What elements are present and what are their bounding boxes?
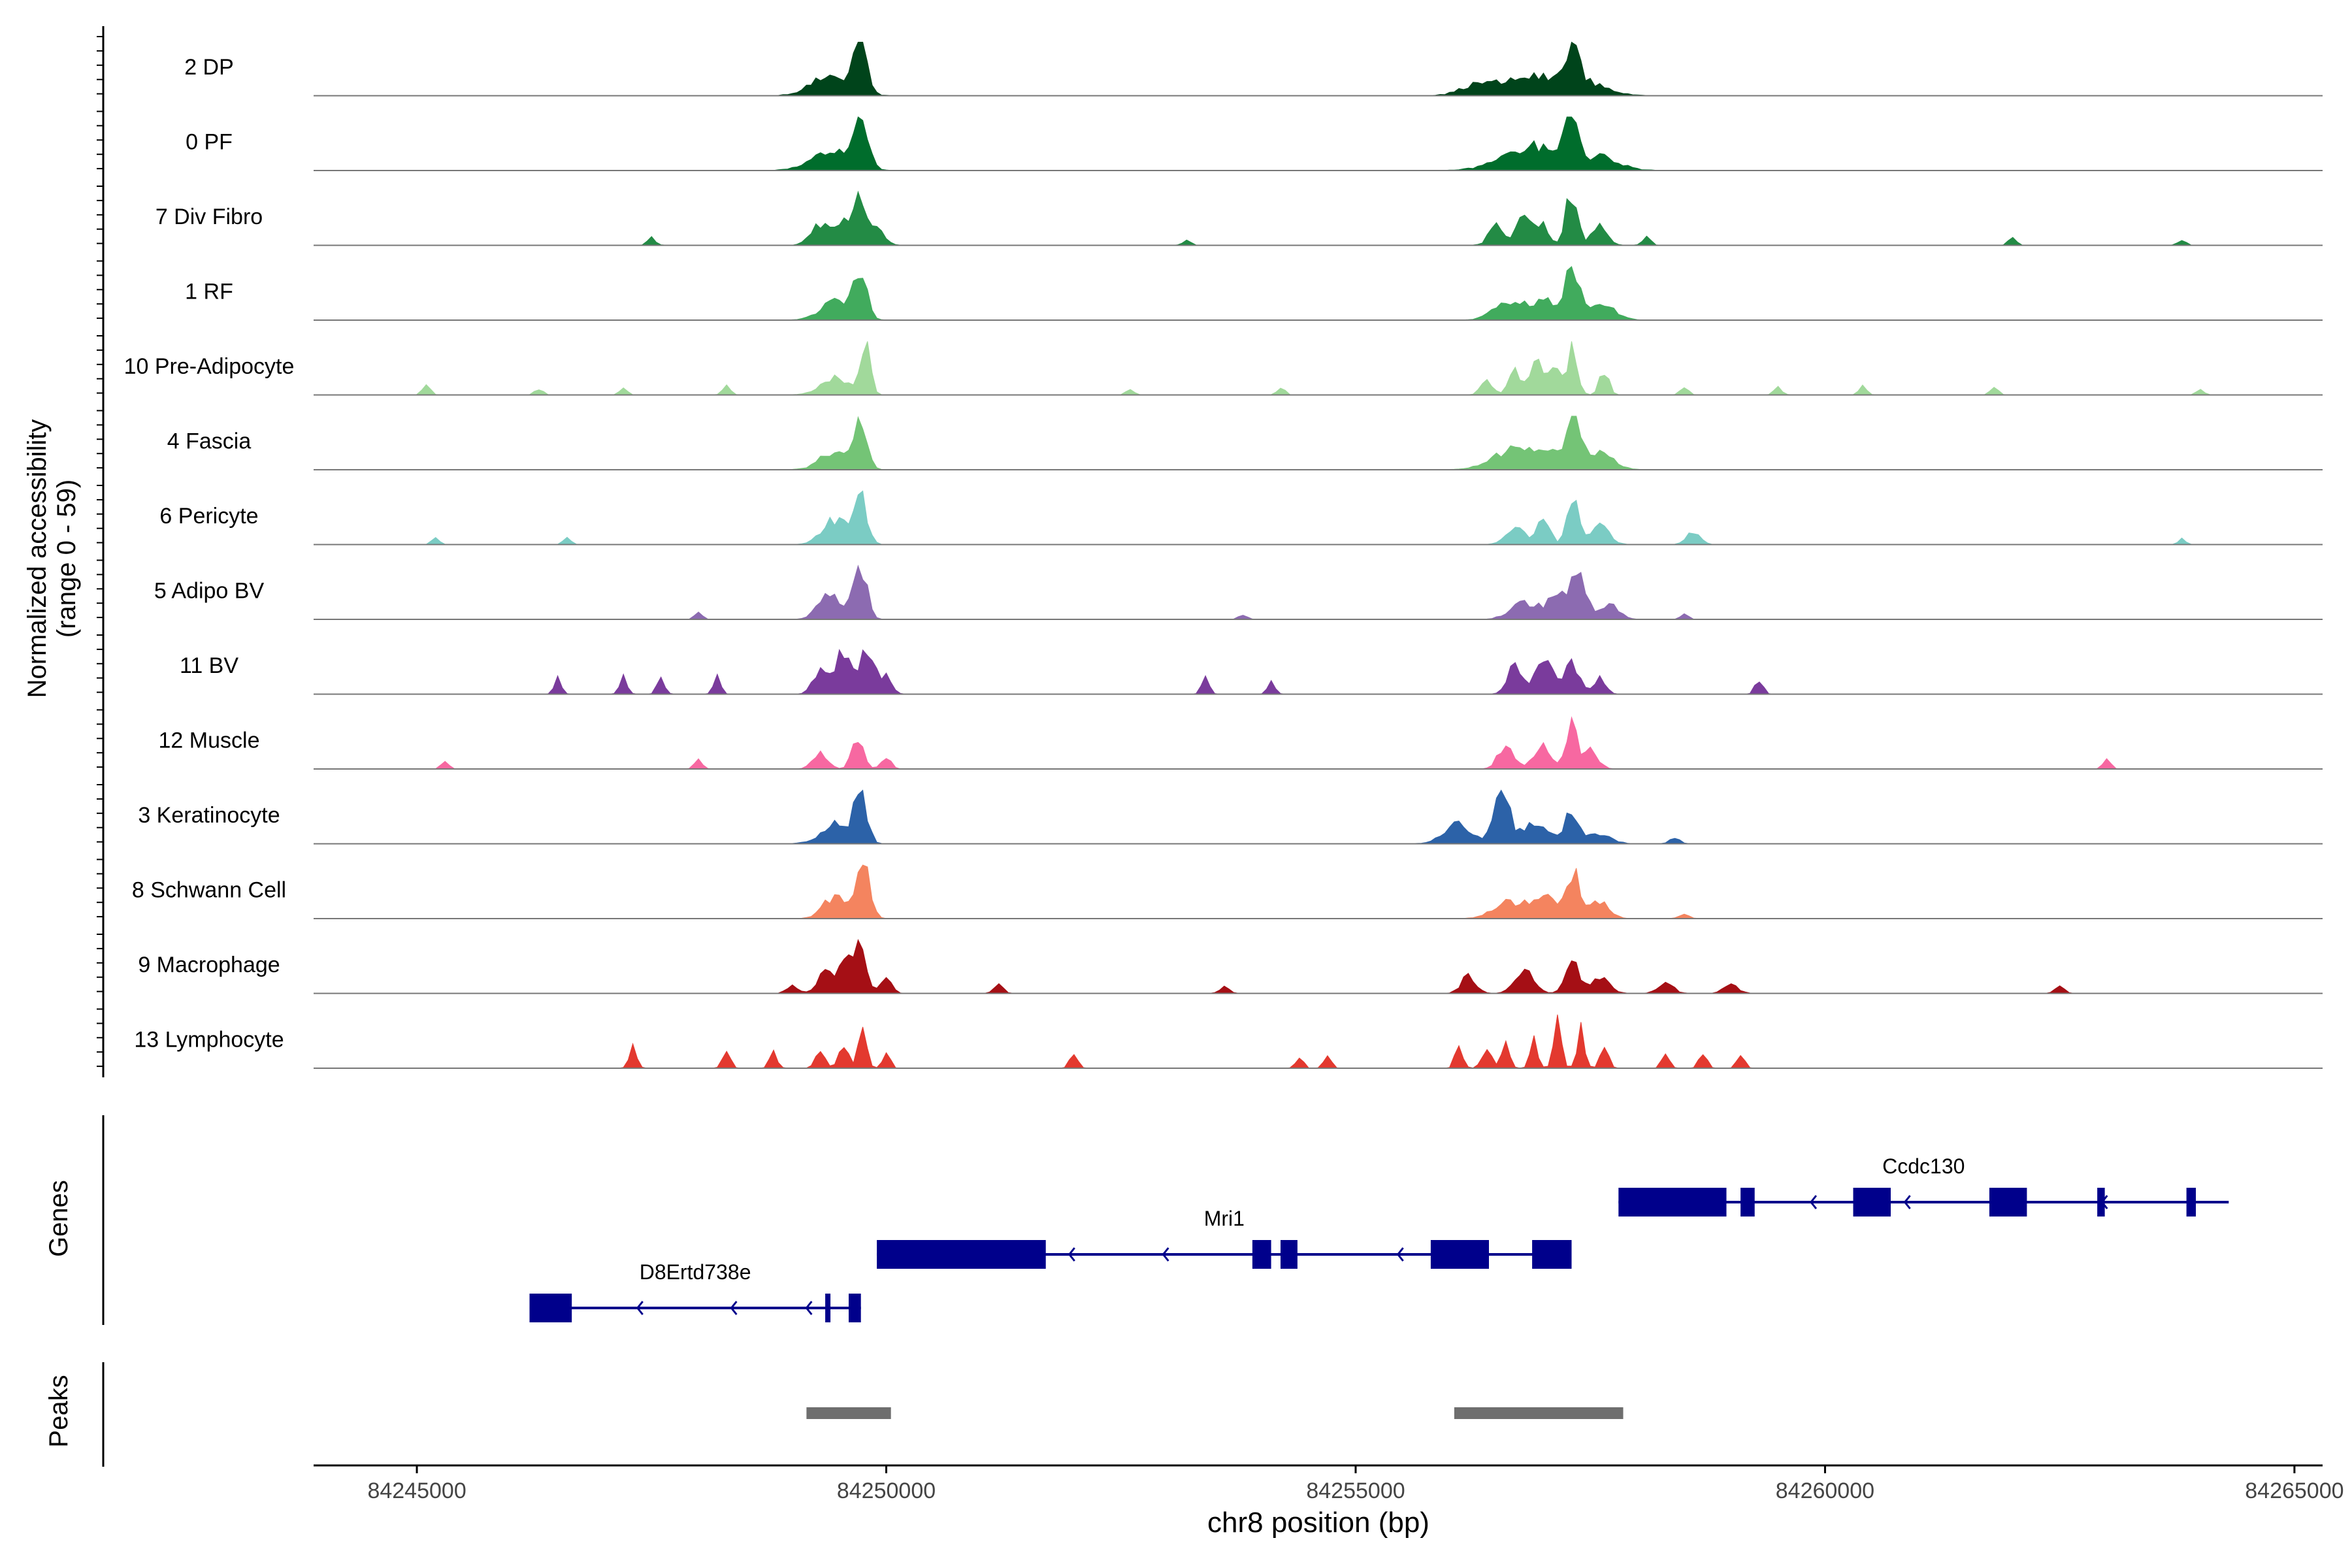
gene-label: Mri1 bbox=[1204, 1207, 1245, 1230]
strand-arrow bbox=[1809, 1195, 1818, 1209]
gene-exon bbox=[1430, 1240, 1489, 1269]
peaks-track: Peaks bbox=[44, 1362, 1624, 1467]
x-axis: chr8 position (bp) 84245000 84250000 84255… bbox=[314, 1464, 2344, 1539]
x-tick-label: 84260000 bbox=[1776, 1478, 1874, 1503]
coverage-track: 0 PF bbox=[186, 116, 2323, 171]
gene-exon bbox=[1618, 1188, 1727, 1217]
gene-exon bbox=[1989, 1188, 2027, 1217]
coverage-area bbox=[416, 341, 2229, 396]
coverage-area bbox=[689, 939, 2173, 994]
strand-arrow bbox=[805, 1301, 813, 1315]
y-axis: Normalized accessibility (range 0 - 59) bbox=[23, 26, 105, 1077]
x-tick-label: 84255000 bbox=[1306, 1478, 1405, 1503]
coverage-track: 10 Pre-Adipocyte bbox=[124, 341, 2323, 396]
coverage-track: 6 Pericyte bbox=[159, 490, 2323, 546]
gene-annotation-track: Genes Ccdc130 Mri1 D8Ertd738e bbox=[44, 1115, 2229, 1325]
gene-label: Ccdc130 bbox=[1882, 1154, 1965, 1178]
track-label: 9 Macrophage bbox=[138, 953, 280, 977]
track-label: 13 Lymphocyte bbox=[134, 1028, 284, 1053]
gene-exon bbox=[849, 1294, 861, 1322]
track-label: 2 DP bbox=[184, 55, 234, 80]
coverage-area bbox=[510, 649, 1825, 694]
genes-track-label: Genes bbox=[44, 1180, 73, 1257]
gene-exon bbox=[1252, 1240, 1271, 1269]
strand-arrow bbox=[1256, 1247, 1264, 1262]
gene-exon bbox=[1853, 1188, 1891, 1217]
strand-arrow bbox=[1903, 1195, 1911, 1209]
coverage-track: 9 Macrophage bbox=[138, 939, 2323, 994]
coverage-area bbox=[322, 564, 2229, 620]
coverage-track: 12 Muscle bbox=[159, 716, 2323, 770]
y-axis-sublabel: (range 0 - 59) bbox=[52, 480, 81, 638]
track-label: 12 Muscle bbox=[159, 728, 260, 753]
track-label: 0 PF bbox=[186, 130, 233, 155]
gene-label: D8Ertd738e bbox=[640, 1260, 751, 1284]
coverage-area bbox=[370, 716, 2219, 770]
coverage-area bbox=[604, 1014, 1778, 1069]
coverage-track: 11 BV bbox=[180, 649, 2323, 695]
coverage-track: 1 RF bbox=[185, 266, 2323, 321]
track-label: 3 Keratinocyte bbox=[138, 803, 280, 828]
gene-exon bbox=[2186, 1188, 2196, 1217]
peaks-track-label: Peaks bbox=[44, 1375, 73, 1447]
coverage-area bbox=[323, 789, 2229, 845]
coverage-area bbox=[416, 490, 2229, 546]
gene-exon bbox=[1281, 1240, 1298, 1269]
strand-arrow bbox=[2100, 1195, 2108, 1209]
track-label: 5 Adipo BV bbox=[154, 579, 265, 604]
gene-exon bbox=[1740, 1188, 1755, 1217]
strand-arrow bbox=[1068, 1247, 1075, 1262]
strand-arrow bbox=[636, 1301, 644, 1315]
coverage-area bbox=[322, 266, 2229, 321]
coverage-area bbox=[322, 116, 2229, 171]
strand-arrow bbox=[1396, 1247, 1404, 1262]
track-label: 6 Pericyte bbox=[159, 504, 258, 529]
peak-region bbox=[1454, 1407, 1624, 1419]
coverage-area bbox=[323, 864, 2229, 919]
x-tick-label: 84265000 bbox=[2245, 1478, 2344, 1503]
track-label: 10 Pre-Adipocyte bbox=[124, 354, 295, 379]
x-tick-label: 84245000 bbox=[367, 1478, 466, 1503]
x-axis-title: chr8 position (bp) bbox=[1207, 1507, 1429, 1539]
coverage-area bbox=[322, 41, 2229, 97]
coverage-track: 13 Lymphocyte bbox=[134, 1014, 2323, 1069]
track-label: 7 Div Fibro bbox=[155, 204, 263, 229]
track-label: 1 RF bbox=[185, 280, 233, 304]
coverage-area bbox=[538, 190, 2229, 246]
coverage-track: 5 Adipo BV bbox=[154, 564, 2323, 620]
x-tick-label: 84250000 bbox=[837, 1478, 936, 1503]
gene-exon bbox=[877, 1240, 1046, 1269]
gene-exon bbox=[529, 1294, 572, 1322]
coverage-track: 4 Fascia bbox=[167, 416, 2323, 470]
peak-region bbox=[806, 1407, 891, 1419]
coverage-tracks: 2 DP 0 PF 7 Div Fibro 1 RF 10 Pre-Adipocyte 4… bbox=[124, 41, 2323, 1069]
track-label: 8 Schwann Cell bbox=[132, 878, 286, 903]
strand-arrow bbox=[730, 1301, 738, 1315]
y-axis-label: Normalized accessibility bbox=[23, 419, 52, 698]
coverage-area bbox=[322, 416, 2229, 470]
gene-exon bbox=[1532, 1240, 1572, 1269]
gene-model: Ccdc130 bbox=[1618, 1154, 2229, 1217]
coverage-track: 3 Keratinocyte bbox=[138, 789, 2323, 845]
gene-model: D8Ertd738e bbox=[529, 1260, 861, 1322]
strand-arrow bbox=[1162, 1247, 1169, 1262]
coverage-track: 8 Schwann Cell bbox=[132, 864, 2323, 919]
track-label: 11 BV bbox=[180, 653, 238, 678]
gene-model: Mri1 bbox=[877, 1207, 1572, 1269]
coverage-track: 2 DP bbox=[184, 41, 2323, 97]
track-label: 4 Fascia bbox=[167, 429, 252, 454]
gene-exon bbox=[825, 1294, 831, 1322]
coverage-track: 7 Div Fibro bbox=[155, 190, 2323, 246]
